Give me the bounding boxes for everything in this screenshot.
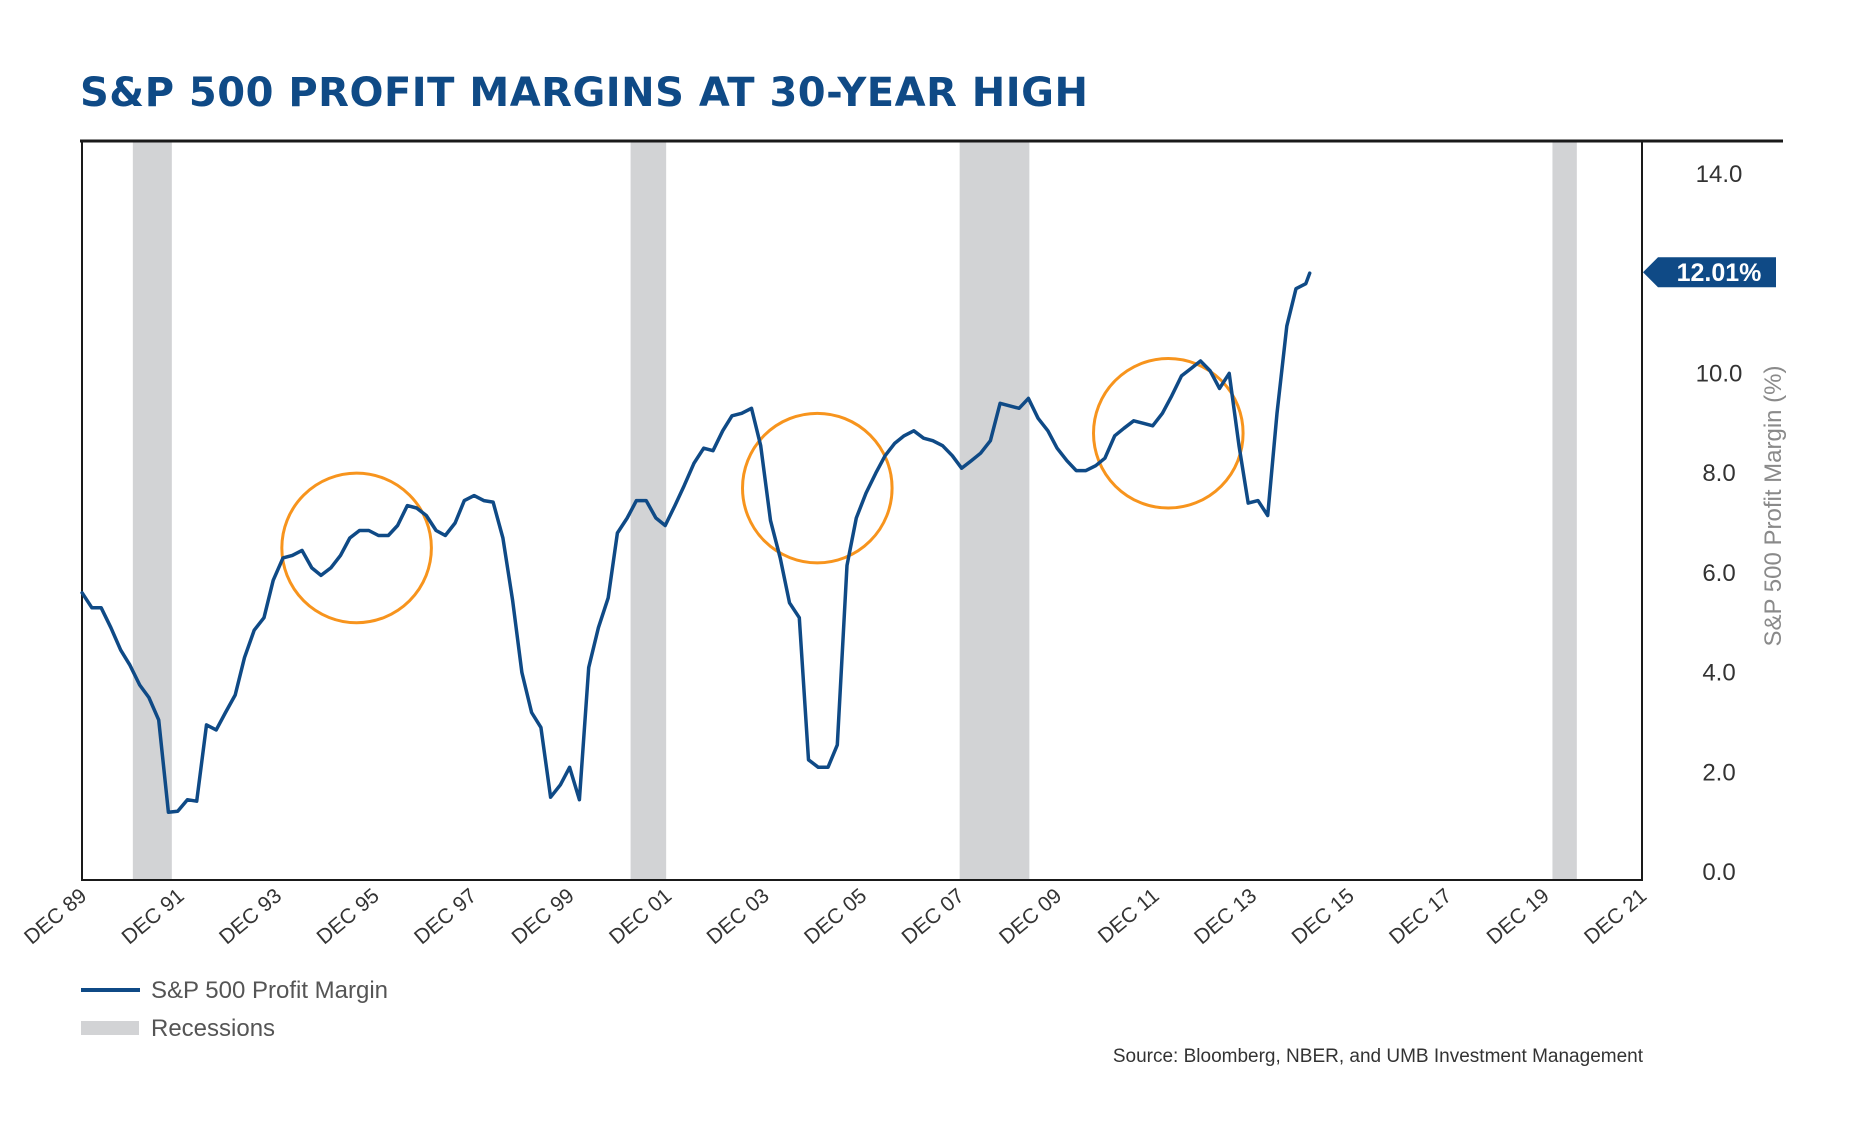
recession-band-2 bbox=[630, 141, 667, 880]
highlight-circle-3 bbox=[1092, 356, 1245, 510]
y-axis-title: S&P 500 Profit Margin (%) bbox=[1760, 365, 1787, 646]
y-tick-label: 10.0 bbox=[1696, 360, 1743, 387]
source-note: Source: Bloomberg, NBER, and UMB Investm… bbox=[1113, 1046, 1644, 1067]
x-tick-label: DEC 05 bbox=[800, 884, 871, 949]
plot-frame bbox=[81, 140, 1643, 881]
x-tick-label: DEC 17 bbox=[1385, 884, 1456, 949]
highlight-circles bbox=[280, 356, 1245, 625]
x-tick-label: DEC 01 bbox=[605, 884, 676, 949]
series-line-profit-margin bbox=[80, 271, 1312, 814]
legend-label-profit-margin: S&P 500 Profit Margin bbox=[151, 977, 388, 1004]
chart-title: S&P 500 PROFIT MARGINS AT 30-YEAR HIGH bbox=[80, 70, 1089, 116]
y-tick-label: 2.0 bbox=[1702, 759, 1735, 786]
legend-label-recessions: Recessions bbox=[151, 1015, 275, 1042]
x-tick-label: DEC 03 bbox=[703, 884, 774, 949]
x-tick-label: DEC 95 bbox=[313, 884, 384, 949]
recession-band-3 bbox=[959, 141, 1030, 880]
y-tick-label: 4.0 bbox=[1702, 660, 1735, 687]
y-tick-label: 0.0 bbox=[1702, 859, 1735, 886]
y-tick-label: 6.0 bbox=[1702, 560, 1735, 587]
x-tick-label: DEC 93 bbox=[215, 884, 286, 949]
x-tick-label: DEC 21 bbox=[1580, 884, 1651, 949]
x-tick-label: DEC 09 bbox=[995, 884, 1066, 949]
x-tick-label: DEC 99 bbox=[508, 884, 579, 949]
latest-value-callout: 12.01% bbox=[1643, 257, 1776, 288]
x-tick-label: DEC 11 bbox=[1094, 884, 1164, 948]
latest-value-label: 12.01% bbox=[1677, 259, 1762, 287]
x-tick-label: DEC 07 bbox=[898, 884, 969, 949]
x-tick-label: DEC 91 bbox=[118, 884, 189, 949]
x-tick-label: DEC 19 bbox=[1483, 884, 1554, 949]
x-tick-label: DEC 89 bbox=[20, 884, 91, 949]
recession-band-1 bbox=[132, 141, 172, 880]
series-layer bbox=[80, 271, 1312, 814]
legend-swatch-recessions bbox=[81, 1021, 139, 1035]
latest-value-callout-shape bbox=[1643, 257, 1776, 288]
x-axis: DEC 89 DEC 91 DEC 93 DEC 95 DEC 97 DEC 99 DEC … bbox=[20, 884, 1651, 949]
x-tick-label: DEC 15 bbox=[1288, 884, 1359, 949]
recession-band-4 bbox=[1552, 141, 1577, 880]
recession-bands bbox=[132, 141, 1577, 880]
y-tick-label: 14.0 bbox=[1696, 161, 1743, 188]
x-tick-label: DEC 97 bbox=[410, 884, 481, 949]
legend: S&P 500 Profit Margin Recessions bbox=[81, 977, 388, 1042]
y-tick-label: 8.0 bbox=[1702, 460, 1735, 487]
x-tick-label: DEC 13 bbox=[1190, 884, 1261, 949]
highlight-circle-1 bbox=[280, 471, 433, 625]
highlight-circle-2 bbox=[741, 411, 894, 565]
